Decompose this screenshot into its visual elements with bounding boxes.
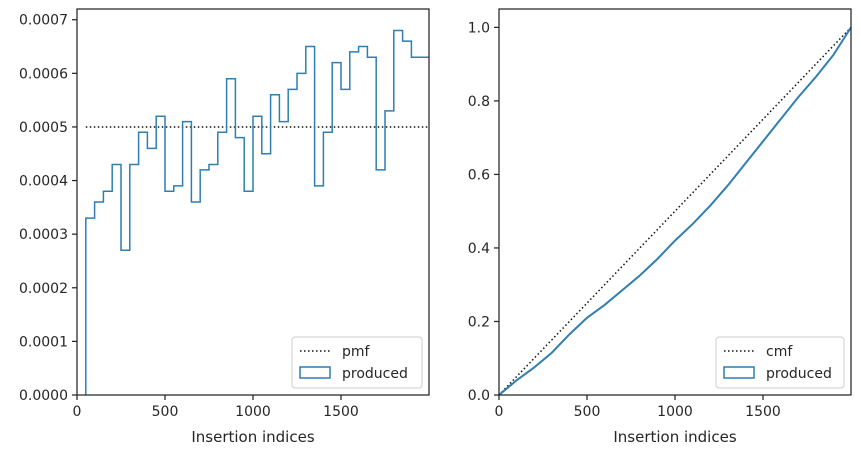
right-ytick-label: 0.4 (468, 241, 490, 257)
right-ytick-label: 0.6 (468, 167, 490, 183)
right-xlabel: Insertion indices (613, 428, 736, 446)
right-xtick-label: 1500 (745, 404, 781, 420)
left-ytick-label: 0.0004 (19, 174, 68, 190)
right-chart: 0 500 1000 1500 0.0 0.2 0.4 0.6 0.8 1.0 Insertion… (468, 8, 852, 446)
left-legend-box (291, 336, 423, 389)
right-legend-cmf-label: cmf (766, 344, 793, 360)
left-xtick-label: 1000 (235, 404, 271, 420)
left-ytick-label: 0.0007 (19, 13, 68, 29)
right-xtick-label: 500 (574, 404, 601, 420)
right-ytick-label: 1.0 (468, 20, 490, 36)
right-cmf-line (498, 26, 852, 396)
left-ytick-label: 0.0000 (19, 388, 68, 404)
left-legend-produced-swatch (299, 366, 331, 379)
right-legend: cmf produced (715, 336, 845, 389)
left-xlabel: Insertion indices (191, 428, 314, 446)
right-ticks: 0 500 1000 1500 0.0 0.2 0.4 0.6 0.8 1.0 (468, 20, 781, 420)
left-ytick-label: 0.0002 (19, 281, 68, 297)
right-legend-produced-swatch (723, 366, 755, 379)
left-ytick-label: 0.0003 (19, 227, 68, 243)
right-xtick-label: 0 (495, 404, 504, 420)
left-legend-pmf-label: pmf (342, 344, 371, 360)
right-produced-line (498, 26, 852, 396)
right-ytick-label: 0.8 (468, 94, 490, 110)
left-ytick-label: 0.0001 (19, 334, 68, 350)
left-ticks: 0 500 1000 1500 0.0000 0.0001 0.0002 0.0003 0.00… (19, 13, 359, 420)
right-legend-produced-label: produced (766, 366, 832, 382)
left-legend: pmf produced (291, 336, 423, 389)
left-xtick-label: 1500 (323, 404, 359, 420)
right-ytick-label: 0.0 (468, 388, 490, 404)
left-xtick-label: 0 (73, 404, 82, 420)
left-produced-step (85, 29, 429, 395)
left-chart-marks (85, 29, 429, 395)
left-ytick-label: 0.0006 (19, 66, 68, 82)
left-legend-produced-label: produced (342, 366, 408, 382)
left-ytick-label: 0.0005 (19, 120, 68, 136)
right-xtick-label: 1000 (657, 404, 693, 420)
right-ytick-label: 0.2 (468, 314, 490, 330)
right-chart-marks (498, 26, 852, 396)
right-legend-box (715, 336, 845, 389)
left-chart: 0 500 1000 1500 0.0000 0.0001 0.0002 0.0003 0.00… (19, 8, 430, 446)
left-xtick-label: 500 (152, 404, 179, 420)
